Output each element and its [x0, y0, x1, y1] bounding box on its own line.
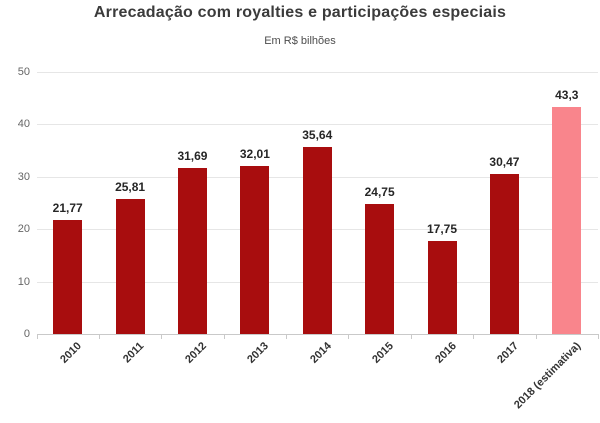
bar-value-label: 30,47 — [489, 155, 520, 170]
x-axis-tick — [36, 334, 38, 339]
x-axis-category-label: 2013 — [245, 340, 272, 366]
bar-2015[interactable] — [365, 204, 395, 334]
y-axis-label-10: 10 — [17, 275, 30, 288]
y-axis-label-30: 30 — [17, 170, 30, 183]
x-axis-category-label: 2011 — [121, 340, 147, 366]
x-axis-tick — [410, 334, 412, 339]
x-axis-category-label: 2012 — [183, 340, 209, 366]
x-axis-tick — [223, 334, 225, 339]
bar-value-label: 25,81 — [115, 179, 146, 194]
gridline-40 — [36, 124, 598, 126]
bar-2013[interactable] — [240, 166, 270, 334]
x-axis-category-label: 2014 — [307, 340, 334, 366]
x-axis-tick — [348, 334, 350, 339]
bar-value-label: 24,75 — [364, 185, 395, 200]
bar-value-label: 31,69 — [177, 148, 208, 163]
x-axis-category-label: 2017 — [495, 340, 521, 366]
x-axis-category-label: 2016 — [432, 340, 459, 366]
bar-value-label: 32,01 — [239, 147, 270, 162]
y-axis-label-40: 40 — [17, 118, 30, 131]
chart-subtitle: Em R$ bilhões — [264, 35, 336, 47]
bar-2017[interactable] — [489, 174, 519, 334]
x-axis-line — [36, 334, 598, 335]
bar-2011[interactable] — [115, 198, 145, 334]
y-axis-label-50: 50 — [17, 66, 30, 78]
x-axis-category-label: 2018 (estimativa) — [512, 340, 584, 412]
x-axis-tick — [473, 334, 475, 339]
bar-value-label: 17,75 — [427, 221, 458, 236]
bar-value-label: 35,64 — [302, 128, 333, 143]
x-axis-category-label: 2015 — [370, 340, 397, 366]
bar-2014[interactable] — [302, 147, 332, 334]
bar-2012[interactable] — [177, 167, 207, 334]
bar-value-label: 43,3 — [555, 88, 579, 103]
x-axis-category-label: 2010 — [58, 340, 85, 366]
bar-2016[interactable] — [427, 240, 457, 334]
bar-2010[interactable] — [53, 219, 83, 334]
x-axis-tick — [98, 334, 100, 339]
y-axis-label-0: 0 — [23, 328, 30, 340]
y-axis-label-20: 20 — [17, 223, 30, 236]
chart-title: Arrecadação com royalties e participaçõe… — [93, 4, 507, 21]
x-axis-tick — [161, 334, 163, 339]
gridline-50 — [36, 72, 598, 73]
bar-2018[interactable] — [552, 107, 582, 334]
x-axis-tick — [535, 334, 537, 339]
x-axis-tick — [286, 334, 288, 339]
bar-value-label: 21,77 — [52, 200, 83, 215]
x-axis-tick — [598, 334, 599, 339]
